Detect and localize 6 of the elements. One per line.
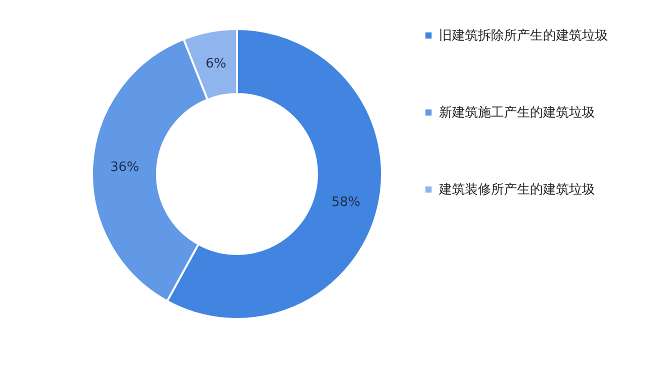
data-label: 58%: [332, 194, 360, 210]
data-label: 6%: [206, 56, 226, 72]
legend-label: 建筑装修所产生的建筑垃圾: [438, 182, 595, 198]
data-label: 36%: [110, 160, 140, 175]
legend-label: 新建筑施工产生的建筑垃圾: [439, 106, 595, 120]
legend-label: 旧建筑拆除所产生的建筑垃圾: [439, 28, 608, 44]
